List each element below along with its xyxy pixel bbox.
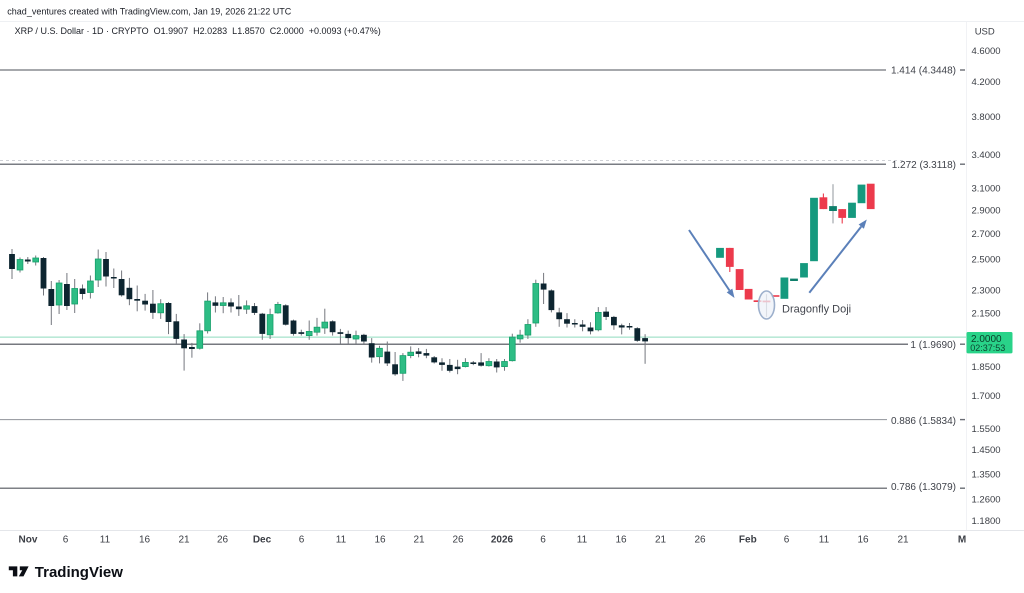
- svg-text:4.2000: 4.2000: [972, 77, 1001, 88]
- svg-text:2.5000: 2.5000: [972, 255, 1001, 266]
- svg-text:1.2600: 1.2600: [972, 494, 1001, 505]
- svg-text:2.7000: 2.7000: [972, 229, 1001, 240]
- svg-text:1.5500: 1.5500: [972, 424, 1001, 435]
- svg-text:1.414 (4.3448): 1.414 (4.3448): [891, 66, 956, 77]
- svg-text:6: 6: [299, 535, 305, 546]
- svg-text:21: 21: [655, 535, 667, 546]
- svg-text:1.7000: 1.7000: [972, 391, 1001, 402]
- svg-text:Feb: Feb: [739, 535, 757, 546]
- svg-text:2.1500: 2.1500: [972, 309, 1001, 320]
- svg-text:4.6000: 4.6000: [972, 46, 1001, 57]
- svg-text:02:37:53: 02:37:53: [970, 343, 1005, 353]
- svg-text:TradingView: TradingView: [35, 564, 123, 581]
- svg-text:16: 16: [615, 535, 627, 546]
- svg-text:1.8500: 1.8500: [972, 362, 1001, 373]
- svg-text:Nov: Nov: [19, 535, 38, 546]
- svg-text:Dec: Dec: [253, 535, 272, 546]
- svg-text:21: 21: [178, 535, 190, 546]
- svg-text:6: 6: [540, 535, 546, 546]
- svg-text:11: 11: [336, 535, 347, 546]
- svg-text:2.9000: 2.9000: [972, 206, 1001, 217]
- svg-text:11: 11: [100, 535, 111, 546]
- svg-text:11: 11: [819, 535, 830, 546]
- svg-text:1.4500: 1.4500: [972, 445, 1001, 456]
- svg-text:21: 21: [413, 535, 425, 546]
- svg-text:11: 11: [577, 535, 588, 546]
- svg-text:16: 16: [857, 535, 869, 546]
- svg-text:2.3000: 2.3000: [972, 285, 1001, 296]
- svg-text:16: 16: [374, 535, 386, 546]
- svg-text:3.4000: 3.4000: [972, 150, 1001, 161]
- svg-text:3.1000: 3.1000: [972, 184, 1001, 195]
- svg-text:1 (1.9690): 1 (1.9690): [910, 340, 956, 351]
- svg-text:3.8000: 3.8000: [972, 112, 1001, 123]
- svg-text:chad_ventures created with Tra: chad_ventures created with TradingView.c…: [7, 7, 292, 17]
- svg-text:21: 21: [897, 535, 909, 546]
- svg-text:Dragonfly Doji: Dragonfly Doji: [782, 304, 851, 316]
- svg-text:16: 16: [139, 535, 151, 546]
- svg-text:6: 6: [63, 535, 69, 546]
- svg-text:2.0000: 2.0000: [971, 334, 1002, 345]
- svg-text:2026: 2026: [491, 535, 514, 546]
- svg-text:USD: USD: [975, 26, 995, 37]
- svg-text:M: M: [958, 535, 966, 546]
- svg-text:XRP / U.S. Dollar · 1D · CRYPT: XRP / U.S. Dollar · 1D · CRYPTO O1.9907 …: [15, 26, 381, 36]
- svg-text:0.786 (1.3079): 0.786 (1.3079): [891, 482, 956, 493]
- svg-text:26: 26: [694, 535, 706, 546]
- svg-text:1.1800: 1.1800: [972, 516, 1001, 527]
- svg-text:26: 26: [452, 535, 464, 546]
- svg-text:6: 6: [784, 535, 790, 546]
- svg-text:1.272 (3.3118): 1.272 (3.3118): [892, 160, 956, 171]
- svg-text:26: 26: [217, 535, 229, 546]
- svg-text:1.3500: 1.3500: [972, 470, 1001, 481]
- svg-text:0.886 (1.5834): 0.886 (1.5834): [891, 416, 956, 427]
